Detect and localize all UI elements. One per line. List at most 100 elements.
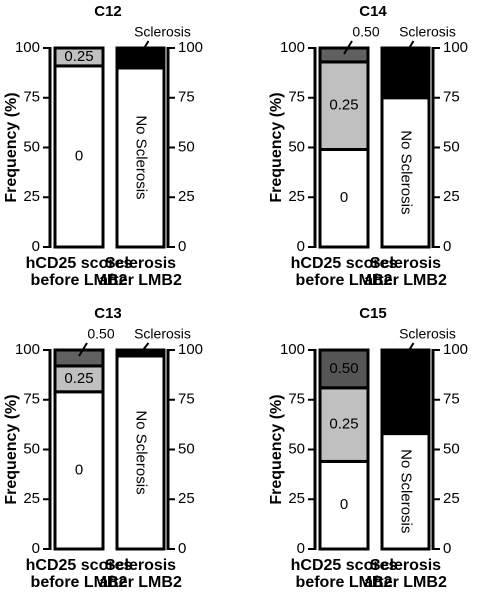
category-label: Sclerosis after LMB2	[99, 255, 182, 289]
y-axis-label: Frequency (%)	[268, 92, 285, 202]
y-tick-label: 100	[15, 341, 40, 358]
segment-label: No Sclerosis	[398, 449, 415, 533]
segment-label: 0.50	[87, 326, 114, 342]
bar-segment	[318, 46, 370, 64]
y-tick-label: 0	[297, 540, 305, 557]
panel-title: C13	[94, 305, 122, 322]
segment-label: 0	[75, 461, 83, 478]
y2-tick-label: 0	[443, 238, 451, 255]
y2-tick-label: 75	[178, 89, 195, 106]
y-tick-label: 75	[288, 89, 305, 106]
y-axis-label: Frequency (%)	[268, 394, 285, 504]
segment-label: No Sclerosis	[133, 115, 150, 199]
y2-tick-label: 75	[178, 391, 195, 408]
y-tick-label: 75	[23, 89, 40, 106]
segment-label: No Sclerosis	[398, 130, 415, 214]
y-tick-label: 25	[23, 490, 40, 507]
category-text: hCD25 scores before LMB2	[290, 557, 398, 591]
leader-line	[139, 40, 150, 55]
category-label: hCD25 scores before LMB2	[290, 557, 398, 591]
category-text: Sclerosis after LMB2	[364, 557, 447, 591]
panel-title: C12	[94, 3, 122, 20]
category-label: Sclerosis after LMB2	[364, 255, 447, 289]
y-tick-label: 100	[280, 39, 305, 56]
segment-label: 0	[340, 496, 348, 513]
bar-segment	[115, 46, 166, 70]
segment-label: Sclerosis	[399, 326, 456, 342]
y-tick-label: 100	[280, 341, 305, 358]
bar-segment	[318, 459, 370, 551]
y2-tick-label: 100	[178, 341, 203, 358]
y-tick-label: 50	[288, 138, 305, 155]
bar-segment	[318, 60, 370, 151]
bar-segment	[318, 386, 370, 463]
panel-title: C14	[359, 3, 387, 20]
y2-tick-label: 25	[443, 490, 460, 507]
y-tick-label: 0	[32, 540, 40, 557]
bar-segment	[380, 96, 431, 249]
segment-label: 0.50	[329, 360, 358, 377]
segment-label: 0.25	[64, 370, 93, 387]
category-label: Sclerosis after LMB2	[364, 557, 447, 591]
leader-line	[404, 342, 415, 357]
segment-label: 0	[75, 147, 83, 164]
category-label: hCD25 scores before LMB2	[26, 255, 133, 289]
y2-tick-label: 0	[443, 540, 451, 557]
leader-line	[343, 40, 353, 55]
y2-tick-label: 50	[443, 138, 460, 155]
y-tick-label: 25	[23, 188, 40, 205]
y2-tick-label: 0	[178, 540, 186, 557]
y-tick-label: 75	[23, 391, 40, 408]
segment-label: No Sclerosis	[133, 410, 150, 494]
panel-title: C15	[359, 305, 387, 322]
y2-tick-label: 0	[178, 238, 186, 255]
leader-line	[78, 342, 88, 357]
segment-label: 0.25	[329, 416, 358, 433]
y2-tick-label: 100	[443, 39, 468, 56]
y-tick-label: 50	[23, 138, 40, 155]
segment-label: Sclerosis	[134, 326, 191, 342]
bar-segment	[53, 46, 105, 68]
y2-tick-label: 50	[443, 440, 460, 457]
category-text: hCD25 scores before LMB2	[290, 255, 398, 289]
y2-tick-label: 100	[443, 341, 468, 358]
y-tick-label: 0	[32, 238, 40, 255]
segment-label: Sclerosis	[134, 24, 191, 40]
y-tick-label: 75	[288, 391, 305, 408]
bar-segment	[115, 66, 166, 249]
y2-tick-label: 75	[443, 89, 460, 106]
bar-segment	[380, 348, 431, 436]
category-text: Sclerosis after LMB2	[99, 255, 182, 289]
bar-segment	[318, 147, 370, 249]
category-label: hCD25 scores before LMB2	[290, 255, 398, 289]
segment-label: 0	[340, 189, 348, 206]
leader-line	[139, 342, 150, 354]
y-tick-label: 100	[15, 39, 40, 56]
category-label: Sclerosis after LMB2	[99, 557, 182, 591]
leader-line	[404, 40, 415, 55]
y2-tick-label: 100	[178, 39, 203, 56]
segment-label: 0.25	[64, 48, 93, 65]
segment-label: Sclerosis	[399, 24, 456, 40]
segment-label: 0.25	[329, 97, 358, 114]
category-text: Sclerosis after LMB2	[99, 557, 182, 591]
bar-segment	[53, 390, 105, 551]
y-tick-label: 50	[23, 440, 40, 457]
y-tick-label: 0	[297, 238, 305, 255]
y-tick-label: 50	[288, 440, 305, 457]
y2-tick-label: 50	[178, 440, 195, 457]
bar-segment	[115, 354, 166, 551]
bar-segment	[318, 348, 370, 390]
category-label: hCD25 scores before LMB2	[25, 557, 133, 591]
y-axis-label: Frequency (%)	[3, 92, 20, 202]
bar-segment	[53, 348, 105, 368]
y2-tick-label: 75	[443, 391, 460, 408]
y2-tick-label: 25	[443, 188, 460, 205]
y2-tick-label: 25	[178, 490, 195, 507]
category-text: hCD25 scores before LMB2	[25, 557, 133, 591]
y2-tick-label: 25	[178, 188, 195, 205]
y-axis-label: Frequency (%)	[3, 394, 20, 504]
y-tick-label: 25	[288, 188, 305, 205]
segment-label: 0.50	[352, 24, 379, 40]
y2-tick-label: 50	[178, 138, 195, 155]
